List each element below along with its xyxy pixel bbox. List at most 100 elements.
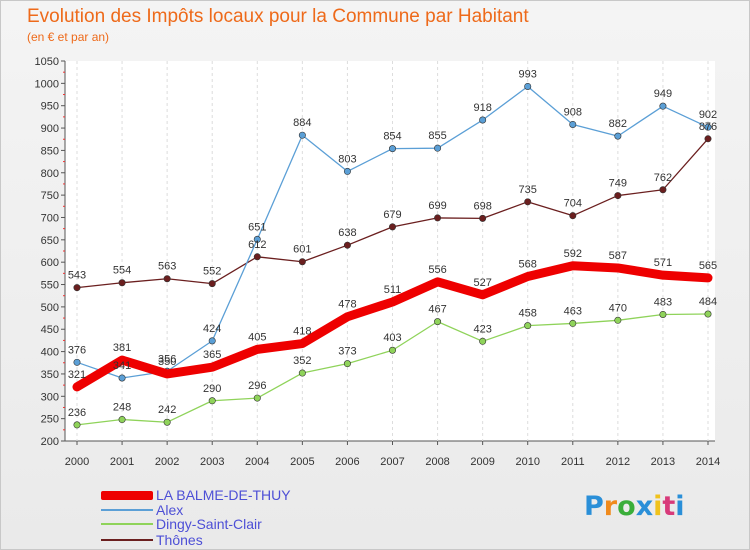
data-point [343,167,351,175]
data-label: 735 [519,184,537,196]
data-point [614,132,622,140]
data-point [253,235,261,243]
data-point [569,262,577,270]
data-label: 902 [699,109,717,121]
data-label: 423 [473,323,491,335]
legend-label: Thônes [156,532,203,548]
legend-swatch [101,539,153,541]
data-label: 424 [203,323,221,335]
x-tick-label: 2005 [290,456,314,468]
data-label: 463 [564,305,582,317]
legend-swatch [101,490,153,500]
data-point [73,421,81,429]
data-point [659,271,667,279]
data-point [388,346,396,354]
legend-entry-thones: Thônes [101,532,203,548]
x-tick-label: 2001 [110,456,134,468]
data-point [163,370,171,378]
data-point [343,360,351,368]
data-label: 884 [293,117,311,129]
data-label: 556 [428,264,446,276]
data-point [298,340,306,348]
data-label: 908 [564,106,582,118]
data-label: 236 [68,407,86,419]
x-tick-label: 2006 [335,456,359,468]
data-label: 571 [654,257,672,269]
data-label: 296 [248,380,266,392]
data-point [524,322,532,330]
logo-letter: P [584,491,604,522]
data-label: 638 [338,227,356,239]
logo-letter: x [635,491,654,522]
data-point [434,318,442,326]
data-point [614,264,622,272]
x-tick-label: 2014 [696,456,720,468]
data-point [388,145,396,153]
data-label: 949 [654,88,672,100]
data-label: 587 [609,250,627,262]
data-label: 242 [158,404,176,416]
data-label: 704 [564,198,582,210]
data-label: 882 [609,118,627,130]
logo-letter: t [662,491,676,522]
data-point [118,279,126,287]
y-tick-label: 1000 [35,78,59,90]
data-label: 527 [473,277,491,289]
data-label: 568 [519,258,537,270]
data-label: 381 [113,342,131,354]
proxiti-logo: Proxiti [584,491,685,522]
y-tick-label: 400 [41,347,59,359]
data-point [118,356,126,364]
data-point [253,345,261,353]
data-point [253,394,261,402]
data-label: 651 [248,221,266,233]
data-label: 749 [609,178,627,190]
logo-letter: r [603,491,618,522]
data-label: 592 [564,248,582,260]
data-point [118,416,126,424]
x-tick-label: 2011 [561,456,585,468]
data-point [659,102,667,110]
y-tick-label: 300 [41,391,59,403]
data-point [208,280,216,288]
y-tick-label: 550 [41,280,59,292]
logo-letter: i [675,491,685,522]
chart-subtitle: (en € et par an) [27,30,110,44]
data-point [163,275,171,283]
data-label: 418 [293,326,311,338]
x-tick-label: 2009 [470,456,494,468]
data-label: 350 [158,356,176,368]
y-tick-label: 600 [41,257,59,269]
legend-swatch [101,523,153,525]
data-label: 855 [428,130,446,142]
data-label: 248 [113,402,131,414]
data-label: 484 [699,296,717,308]
data-point [298,369,306,377]
data-point [524,272,532,280]
data-label: 563 [158,261,176,273]
data-point [479,116,487,124]
data-point [614,192,622,200]
data-point [524,198,532,206]
data-point [208,397,216,405]
data-point [479,214,487,222]
legend-entry-alex: Alex [101,502,183,518]
data-label: 290 [203,383,221,395]
data-point [434,278,442,286]
y-tick-label: 650 [41,235,59,247]
data-point [388,223,396,231]
data-label: 993 [519,68,537,80]
data-point [479,337,487,345]
data-point [163,418,171,426]
y-tick-label: 1050 [35,56,59,68]
data-label: 365 [203,349,221,361]
data-label: 405 [248,331,266,343]
data-point [704,274,712,282]
x-tick-label: 2007 [380,456,404,468]
x-tick-label: 2004 [245,456,269,468]
data-label: 478 [338,299,356,311]
legend-label: Dingy-Saint-Clair [156,516,262,532]
y-tick-label: 850 [41,145,59,157]
